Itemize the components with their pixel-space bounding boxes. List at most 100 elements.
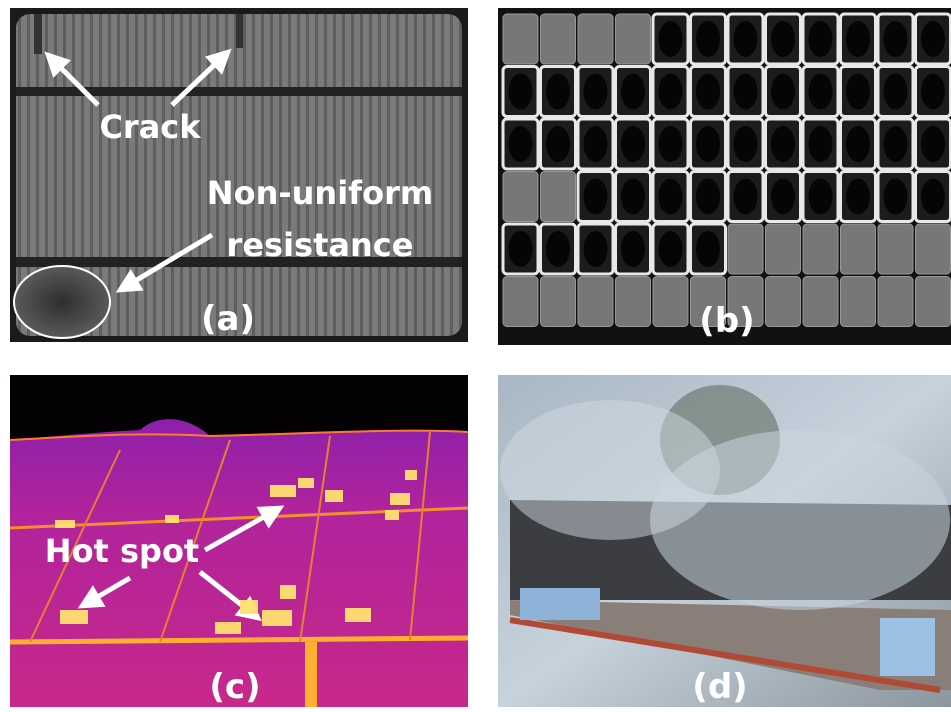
- cell: [916, 224, 951, 274]
- cell-core: [771, 21, 795, 57]
- annotation: Hot spot: [45, 532, 199, 570]
- panel-d: (d): [498, 375, 951, 707]
- cell-core: [546, 231, 570, 267]
- hot-spot: [325, 490, 343, 502]
- cell-core: [621, 179, 645, 215]
- cell-core: [734, 179, 758, 215]
- cell-core: [846, 179, 870, 215]
- cell-core: [921, 74, 945, 110]
- cell-core: [921, 126, 945, 162]
- cell: [766, 224, 801, 274]
- hot-spot: [55, 520, 75, 528]
- hot-spot: [262, 610, 292, 626]
- cell-core: [884, 179, 908, 215]
- panel-label: (b): [699, 301, 754, 341]
- cell: [841, 277, 876, 327]
- cell-core: [809, 179, 833, 215]
- cell-core: [921, 21, 945, 57]
- cell: [616, 14, 651, 64]
- cell-core: [884, 21, 908, 57]
- smoke: [500, 400, 720, 540]
- figure: Crack Non-uniform resistance (a) (b) Hot…: [0, 0, 951, 712]
- panel-a: Crack Non-uniform resistance (a): [10, 8, 468, 342]
- cell-core: [659, 179, 683, 215]
- cell-core: [509, 74, 533, 110]
- cell-core: [509, 126, 533, 162]
- cell-core: [584, 126, 608, 162]
- annotation: Crack: [99, 108, 201, 146]
- cell-core: [734, 21, 758, 57]
- defect-circle: [14, 266, 110, 338]
- cell-core: [771, 179, 795, 215]
- cell: [728, 224, 763, 274]
- annotation: Non-uniform: [207, 174, 433, 212]
- panel-label: (c): [209, 667, 260, 707]
- cell-core: [809, 21, 833, 57]
- cell-core: [771, 126, 795, 162]
- hot-spot: [405, 470, 417, 480]
- cell-core: [546, 74, 570, 110]
- cell: [803, 224, 838, 274]
- cell-core: [846, 126, 870, 162]
- cell-core: [884, 126, 908, 162]
- cell-core: [509, 231, 533, 267]
- cell: [541, 172, 576, 222]
- hot-spot: [240, 600, 258, 614]
- cell-core: [696, 231, 720, 267]
- cell-core: [621, 231, 645, 267]
- cell: [653, 277, 688, 327]
- cell-core: [696, 74, 720, 110]
- cell-core: [696, 179, 720, 215]
- cell-core: [696, 126, 720, 162]
- cell-core: [734, 126, 758, 162]
- cell-core: [884, 74, 908, 110]
- cell: [766, 277, 801, 327]
- crack-mark: [34, 14, 42, 54]
- cell: [616, 277, 651, 327]
- cell: [803, 277, 838, 327]
- cell-core: [696, 21, 720, 57]
- cell-core: [584, 179, 608, 215]
- cell-core: [659, 126, 683, 162]
- hot-spot: [390, 493, 410, 505]
- hot-spot: [270, 485, 296, 497]
- cell-core: [809, 126, 833, 162]
- cell: [503, 172, 538, 222]
- hot-spot: [280, 585, 296, 599]
- hot-spot: [215, 622, 241, 634]
- solar-panels: [520, 588, 600, 620]
- solar-panels: [880, 618, 935, 676]
- cell-core: [621, 126, 645, 162]
- hot-spot: [345, 608, 371, 622]
- cell-core: [659, 231, 683, 267]
- panel-label: (a): [201, 299, 255, 339]
- hot-spot: [165, 515, 179, 523]
- cell: [578, 14, 613, 64]
- cell-core: [659, 74, 683, 110]
- cell-core: [734, 74, 758, 110]
- cell: [916, 277, 951, 327]
- cell: [841, 224, 876, 274]
- cell-core: [846, 21, 870, 57]
- cell-core: [771, 74, 795, 110]
- hot-spot: [298, 478, 314, 488]
- cell-core: [659, 21, 683, 57]
- cell: [503, 277, 538, 327]
- panel-label: (d): [692, 667, 747, 707]
- cell-core: [921, 179, 945, 215]
- cell: [541, 277, 576, 327]
- cell-core: [621, 74, 645, 110]
- cell: [503, 14, 538, 64]
- hot-spot: [385, 510, 399, 520]
- cell: [878, 277, 913, 327]
- crack-mark: [236, 14, 243, 48]
- cell: [541, 14, 576, 64]
- cell: [878, 224, 913, 274]
- cell-core: [846, 74, 870, 110]
- support-post: [305, 642, 317, 707]
- cell-core: [809, 74, 833, 110]
- panel-b: [498, 8, 951, 345]
- cell-core: [546, 126, 570, 162]
- annotation: resistance: [227, 226, 414, 264]
- hot-spot: [60, 610, 88, 624]
